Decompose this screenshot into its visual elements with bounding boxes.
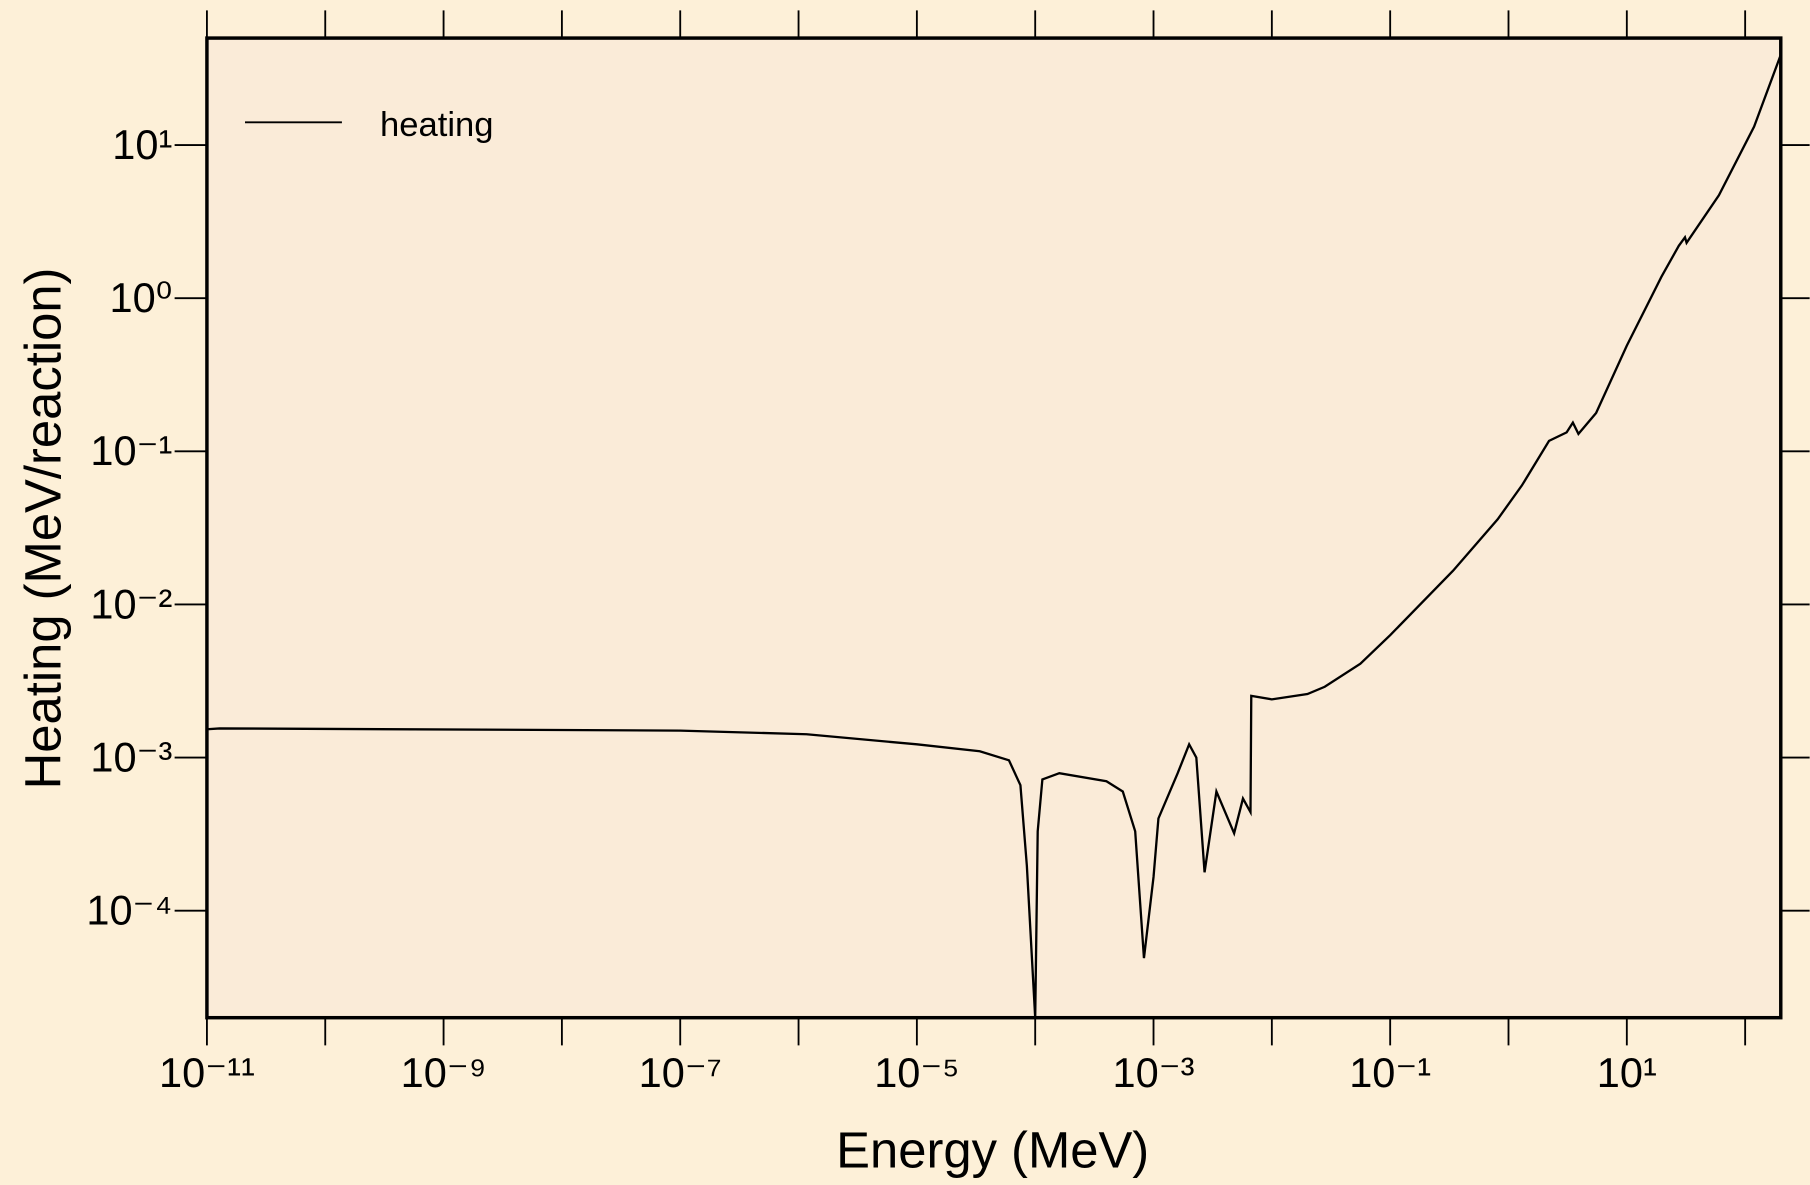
y-tick-label: 10⁻⁴ [86,887,172,934]
x-tick-label: 10⁻¹¹ [159,1049,255,1096]
y-tick-label: 10⁻¹ [90,427,172,474]
y-tick-label: 10⁻² [90,580,172,627]
legend-label: heating [380,106,494,144]
x-tick-label: 10⁻³ [1113,1049,1195,1096]
y-tick-label: 10⁻³ [90,733,172,780]
plot [206,54,1782,1018]
x-tick-label: 10⁻⁷ [639,1049,722,1096]
x-tick-label: 10⁻⁵ [874,1049,959,1096]
y-tick-label: 10⁰ [109,274,172,321]
y-tick-label: 10¹ [112,121,172,168]
x-tick-label: 10¹ [1597,1049,1657,1096]
x-axis-title: Energy (MeV) [836,1122,1149,1179]
x-tick-label: 10⁻¹ [1349,1049,1431,1096]
y-axis-title: Heating (MeV/reaction) [14,268,71,790]
x-tick-label: 10⁻⁹ [401,1049,487,1096]
plot-frame [205,36,1783,1020]
plot-area [206,38,1781,1018]
data-line [206,54,1782,1018]
